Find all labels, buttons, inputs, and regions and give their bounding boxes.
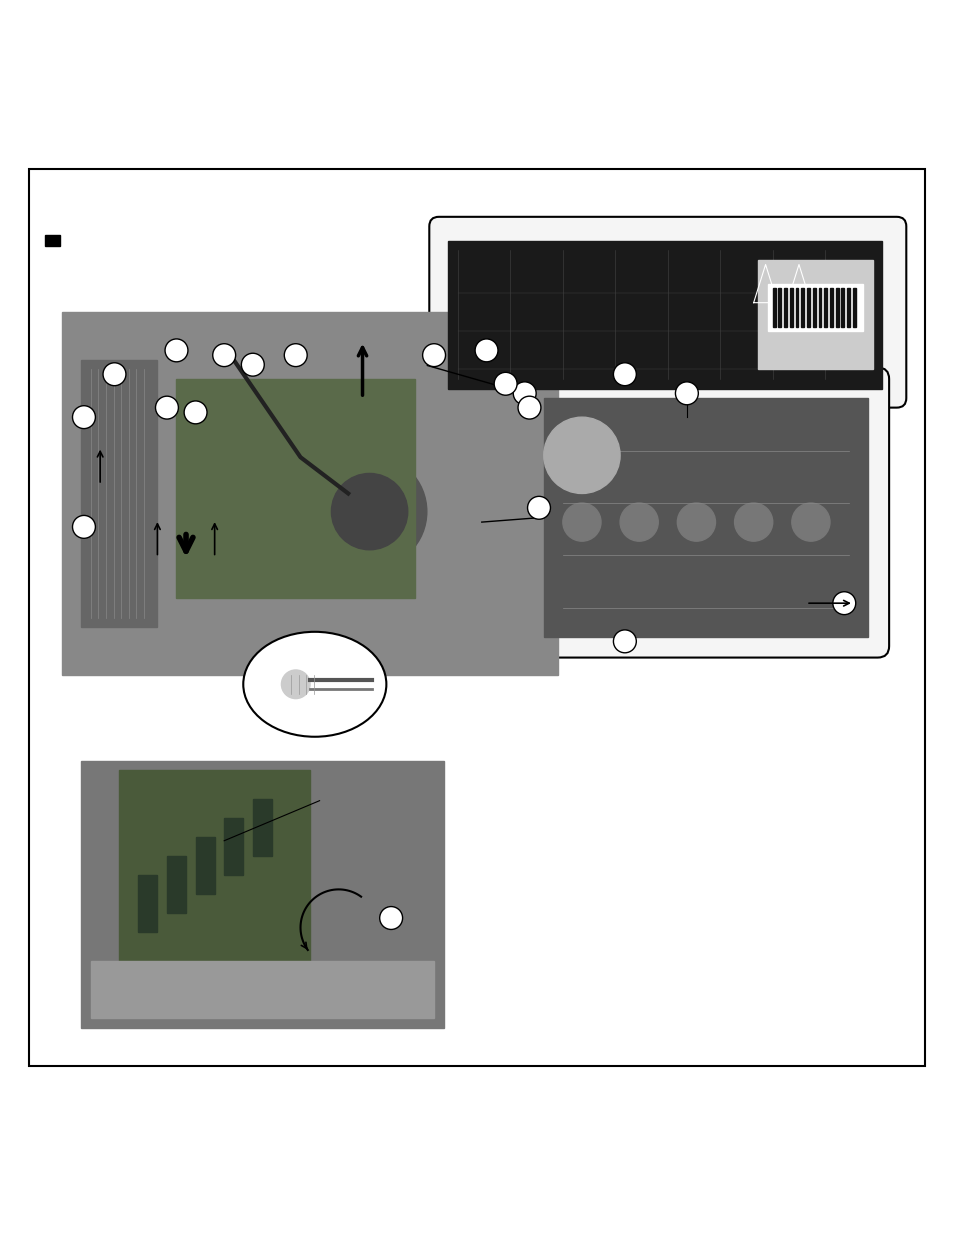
Bar	[119, 771, 310, 981]
Bar	[818, 288, 821, 326]
Bar	[795, 288, 798, 326]
Ellipse shape	[243, 632, 386, 737]
Circle shape	[675, 382, 698, 405]
Bar	[224, 818, 243, 876]
Circle shape	[184, 401, 207, 424]
Circle shape	[379, 906, 402, 930]
Bar	[772, 288, 775, 326]
Circle shape	[155, 396, 178, 419]
Bar	[253, 799, 272, 856]
Bar	[448, 241, 882, 389]
Circle shape	[422, 343, 445, 367]
Circle shape	[562, 503, 600, 541]
Bar	[823, 288, 826, 326]
Circle shape	[677, 503, 715, 541]
Bar	[543, 398, 867, 636]
FancyBboxPatch shape	[429, 217, 905, 408]
Bar	[81, 761, 443, 1028]
Circle shape	[312, 454, 426, 569]
Circle shape	[72, 515, 95, 538]
Bar	[846, 288, 849, 326]
Bar	[783, 288, 786, 326]
Circle shape	[613, 363, 636, 385]
Bar	[138, 876, 157, 932]
Circle shape	[331, 473, 407, 550]
Circle shape	[284, 343, 307, 367]
Bar	[62, 312, 558, 674]
Circle shape	[734, 503, 772, 541]
Circle shape	[241, 353, 264, 377]
Bar	[81, 359, 157, 627]
Bar	[45, 235, 60, 247]
Circle shape	[517, 396, 540, 419]
Circle shape	[613, 630, 636, 653]
Bar	[852, 288, 855, 326]
Bar	[195, 837, 214, 894]
Bar	[829, 288, 832, 326]
Circle shape	[543, 417, 619, 494]
Bar	[789, 288, 792, 326]
Bar	[91, 961, 434, 1018]
Bar	[778, 288, 781, 326]
Circle shape	[103, 363, 126, 385]
Bar	[841, 288, 843, 326]
Bar	[758, 259, 872, 369]
Circle shape	[475, 338, 497, 362]
Circle shape	[165, 338, 188, 362]
Bar	[806, 288, 809, 326]
Circle shape	[513, 382, 536, 405]
Circle shape	[619, 503, 658, 541]
Bar	[812, 288, 815, 326]
Circle shape	[832, 592, 855, 615]
Bar	[835, 288, 838, 326]
Circle shape	[791, 503, 829, 541]
Bar	[801, 288, 803, 326]
Bar	[167, 856, 186, 913]
Circle shape	[72, 406, 95, 429]
Bar	[767, 284, 862, 331]
Bar	[176, 379, 415, 599]
Circle shape	[213, 343, 235, 367]
Circle shape	[527, 496, 550, 519]
Circle shape	[494, 372, 517, 395]
Circle shape	[281, 669, 310, 699]
FancyBboxPatch shape	[522, 368, 888, 657]
